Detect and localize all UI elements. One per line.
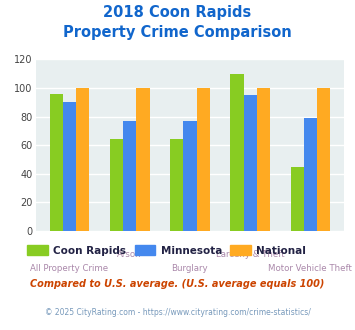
Text: © 2025 CityRating.com - https://www.cityrating.com/crime-statistics/: © 2025 CityRating.com - https://www.city… [45, 308, 310, 316]
Legend: Coon Rapids, Minnesota, National: Coon Rapids, Minnesota, National [23, 241, 310, 260]
Bar [317, 88, 330, 231]
Bar [244, 95, 257, 231]
Bar [304, 118, 317, 231]
Text: Compared to U.S. average. (U.S. average equals 100): Compared to U.S. average. (U.S. average … [30, 279, 325, 289]
Bar [257, 88, 270, 231]
Text: Arson: Arson [118, 250, 142, 259]
Bar [183, 121, 197, 231]
Bar [290, 167, 304, 231]
Bar [123, 121, 136, 231]
Bar [170, 140, 183, 231]
Text: Property Crime Comparison: Property Crime Comparison [63, 25, 292, 40]
Bar [136, 88, 149, 231]
Text: Motor Vehicle Theft: Motor Vehicle Theft [268, 264, 353, 273]
Bar [76, 88, 89, 231]
Text: Burglary: Burglary [171, 264, 208, 273]
Text: All Property Crime: All Property Crime [31, 264, 109, 273]
Text: 2018 Coon Rapids: 2018 Coon Rapids [103, 5, 252, 20]
Bar [110, 140, 123, 231]
Bar [50, 94, 63, 231]
Text: Larceny & Theft: Larceny & Theft [216, 250, 284, 259]
Bar [197, 88, 210, 231]
Bar [230, 74, 244, 231]
Bar [63, 102, 76, 231]
